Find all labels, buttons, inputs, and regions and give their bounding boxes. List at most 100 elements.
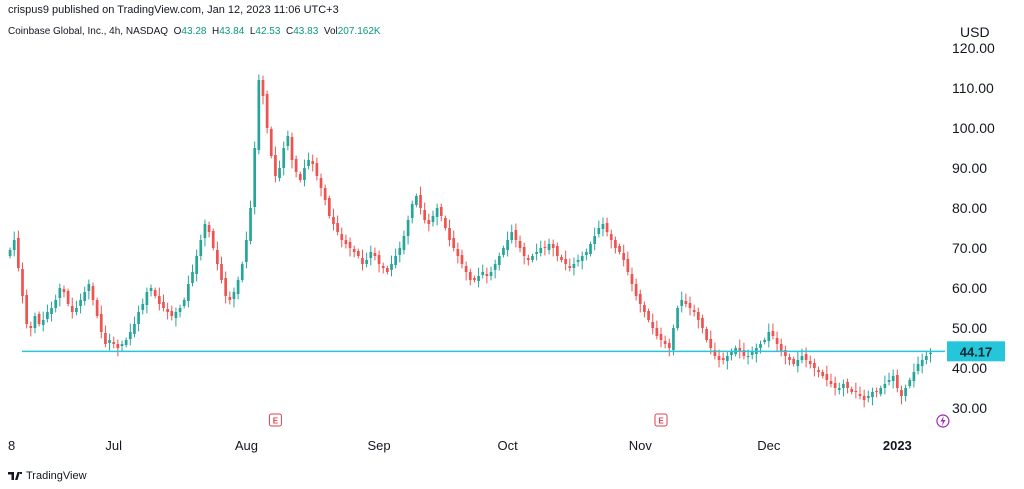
candle-up xyxy=(232,292,236,299)
candle-down xyxy=(220,264,223,280)
x-tick-label: Nov xyxy=(629,438,653,453)
candle-up xyxy=(589,244,592,254)
candle-down xyxy=(618,246,621,252)
candle-up xyxy=(871,392,874,397)
candle-up xyxy=(394,256,398,265)
candle-down xyxy=(738,348,742,352)
candle-up xyxy=(510,232,514,240)
candle-up xyxy=(83,292,87,301)
candle-down xyxy=(705,329,708,340)
candle-up xyxy=(303,168,306,180)
candle-up xyxy=(195,256,198,274)
earnings-event-icon: E xyxy=(268,413,282,427)
candle-down xyxy=(336,223,339,232)
candle-down xyxy=(817,370,820,372)
candle-up xyxy=(597,228,601,234)
candle-up xyxy=(58,288,62,298)
x-tick-label: Oct xyxy=(497,438,518,453)
candle-down xyxy=(804,354,808,360)
candle-down xyxy=(269,129,273,156)
earnings-marker-label: E xyxy=(273,417,279,426)
candle-down xyxy=(25,295,29,324)
candle-down xyxy=(647,311,650,320)
candle-down xyxy=(116,344,120,348)
candle-up xyxy=(282,148,286,168)
candle-up xyxy=(199,240,203,256)
candle-down xyxy=(381,266,385,268)
publisher-header: crispus9 published on TradingView.com, J… xyxy=(8,4,339,16)
high-value: 43.84 xyxy=(219,26,245,37)
candle-up xyxy=(725,356,729,361)
candle-down xyxy=(568,266,572,268)
candle-down xyxy=(667,343,671,348)
candle-up xyxy=(79,300,82,306)
candle-up xyxy=(50,308,53,314)
candle-down xyxy=(663,341,667,344)
symbol-name: Coinbase Global, Inc., 4h, NASDAQ xyxy=(8,26,169,37)
candle-up xyxy=(398,248,402,255)
x-tick-label: Dec xyxy=(757,438,781,453)
candle-up xyxy=(369,252,373,258)
candle-down xyxy=(485,274,489,276)
candle-up xyxy=(912,372,916,381)
x-tick-label: Sep xyxy=(367,438,390,453)
candle-down xyxy=(17,238,20,268)
candle-down xyxy=(688,303,692,308)
candle-up xyxy=(502,248,505,255)
candle-down xyxy=(564,259,567,264)
candle-down xyxy=(775,338,779,344)
y-tick-label: 100.00 xyxy=(952,120,995,136)
candle-down xyxy=(460,255,464,264)
candle-up xyxy=(174,312,178,318)
candle-down xyxy=(813,363,816,368)
open-value: 43.28 xyxy=(181,26,207,37)
candle-down xyxy=(717,356,721,360)
candle-up xyxy=(842,384,845,388)
candle-up xyxy=(489,272,493,276)
candle-up xyxy=(187,284,190,301)
candle-down xyxy=(62,289,66,292)
last-price-tag xyxy=(947,341,1005,362)
candle-up xyxy=(904,388,907,396)
candle-down xyxy=(332,217,335,224)
earnings-marker-box xyxy=(268,413,282,427)
candle-up xyxy=(249,208,252,241)
x-tick-label: Aug xyxy=(235,438,258,453)
candle-down xyxy=(423,210,427,220)
candle-up xyxy=(908,380,912,386)
candle-down xyxy=(361,258,364,264)
candle-up xyxy=(481,272,485,275)
candle-up xyxy=(891,376,895,381)
candle-up xyxy=(593,236,597,244)
candle-down xyxy=(833,383,837,388)
candle-down xyxy=(895,375,899,388)
earnings-marker-label: E xyxy=(658,417,664,426)
low-value: 42.53 xyxy=(255,26,281,37)
candle-down xyxy=(104,333,107,344)
candle-down xyxy=(701,318,704,328)
candle-up xyxy=(415,196,418,205)
candle-up xyxy=(572,264,576,268)
candle-down xyxy=(522,247,526,256)
candle-down xyxy=(298,174,302,180)
candle-up xyxy=(128,332,132,339)
candle-down xyxy=(352,249,356,252)
candle-down xyxy=(323,188,327,200)
candle-up xyxy=(133,324,136,334)
y-axis: 30.00 40.00 50.00 60.00 70.00 80.00 90.00 100.0… xyxy=(952,40,995,416)
candle-down xyxy=(825,374,829,380)
footer: TradingView xyxy=(8,470,87,482)
candle-down xyxy=(340,234,344,240)
lightning-event-icon xyxy=(936,414,950,428)
candle-up xyxy=(141,304,145,310)
candle-up xyxy=(182,300,186,306)
candle-down xyxy=(444,218,447,228)
candle-up xyxy=(547,244,551,250)
candle-up xyxy=(539,248,543,253)
footer-brand: TradingView xyxy=(26,470,87,482)
close-value: 43.83 xyxy=(293,26,319,37)
symbol-legend: Coinbase Global, Inc., 4h, NASDAQ O43.28… xyxy=(8,26,381,37)
x-tick-label: 2023 xyxy=(883,438,912,453)
candle-down xyxy=(456,249,460,256)
